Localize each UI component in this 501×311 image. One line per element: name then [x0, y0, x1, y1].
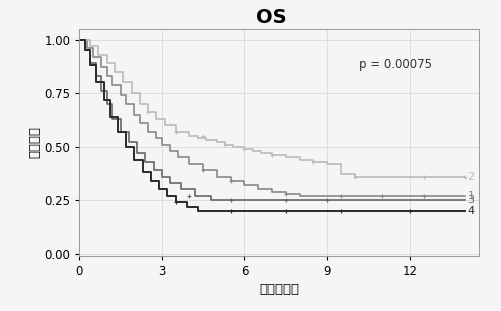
Text: 1: 1 — [466, 191, 473, 201]
X-axis label: 时间（年）: 时间（年） — [259, 283, 298, 296]
Text: 2: 2 — [466, 172, 474, 182]
Y-axis label: 生存概率: 生存概率 — [29, 126, 41, 158]
Text: 4: 4 — [466, 206, 474, 216]
Title: OS: OS — [255, 8, 286, 27]
Text: p = 0.00075: p = 0.00075 — [358, 58, 431, 72]
Text: 3: 3 — [466, 195, 473, 205]
